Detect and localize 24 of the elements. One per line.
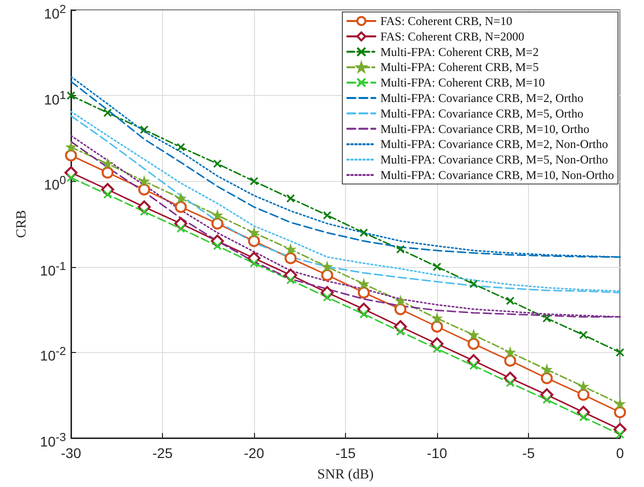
legend-label: Multi-FPA: Covariance CRB, M=10, Non-Ortho	[380, 168, 614, 182]
x-tick-label: -20	[244, 445, 264, 461]
x-tick-label: -25	[152, 445, 173, 461]
x-tick-label: -5	[522, 445, 535, 461]
legend-label: Multi-FPA: Coherent CRB, M=5	[380, 60, 539, 74]
y-tick-label: 10$^{1}$	[44, 88, 66, 108]
y-axis-title: CRB	[14, 210, 30, 238]
legend-label: FAS: Coherent CRB, N=10	[380, 14, 512, 28]
y-tick-label: 10$^{-1}$	[40, 258, 66, 280]
legend-label: FAS: Coherent CRB, N=2000	[380, 29, 524, 44]
legend-label: Multi-FPA: Covariance CRB, M=2, Non-Ortho	[380, 137, 608, 152]
x-tick-label: -15	[335, 445, 356, 461]
x-tick-label: -10	[426, 445, 448, 461]
legend-label: Multi-FPA: Coherent CRB, M=2	[380, 44, 539, 59]
y-tick-label: 10$^{2}$	[44, 2, 66, 23]
y-tick-label: 10$^{0}$	[44, 173, 66, 194]
x-tick-label: 0	[616, 445, 624, 461]
legend-label: Multi-FPA: Covariance CRB, M=10, Ortho	[380, 122, 590, 136]
legend-label: Multi-FPA: Covariance CRB, M=2, Ortho	[380, 91, 584, 105]
x-axis-title: SNR (dB)	[317, 468, 374, 482]
legend-label: Multi-FPA: Covariance CRB, M=5, Non-Ortho	[380, 152, 608, 167]
legend-label: Multi-FPA: Coherent CRB, M=10	[380, 76, 545, 90]
legend-label: Multi-FPA: Covariance CRB, M=5, Ortho	[380, 106, 584, 120]
y-tick-label: 10$^{-2}$	[40, 344, 66, 366]
